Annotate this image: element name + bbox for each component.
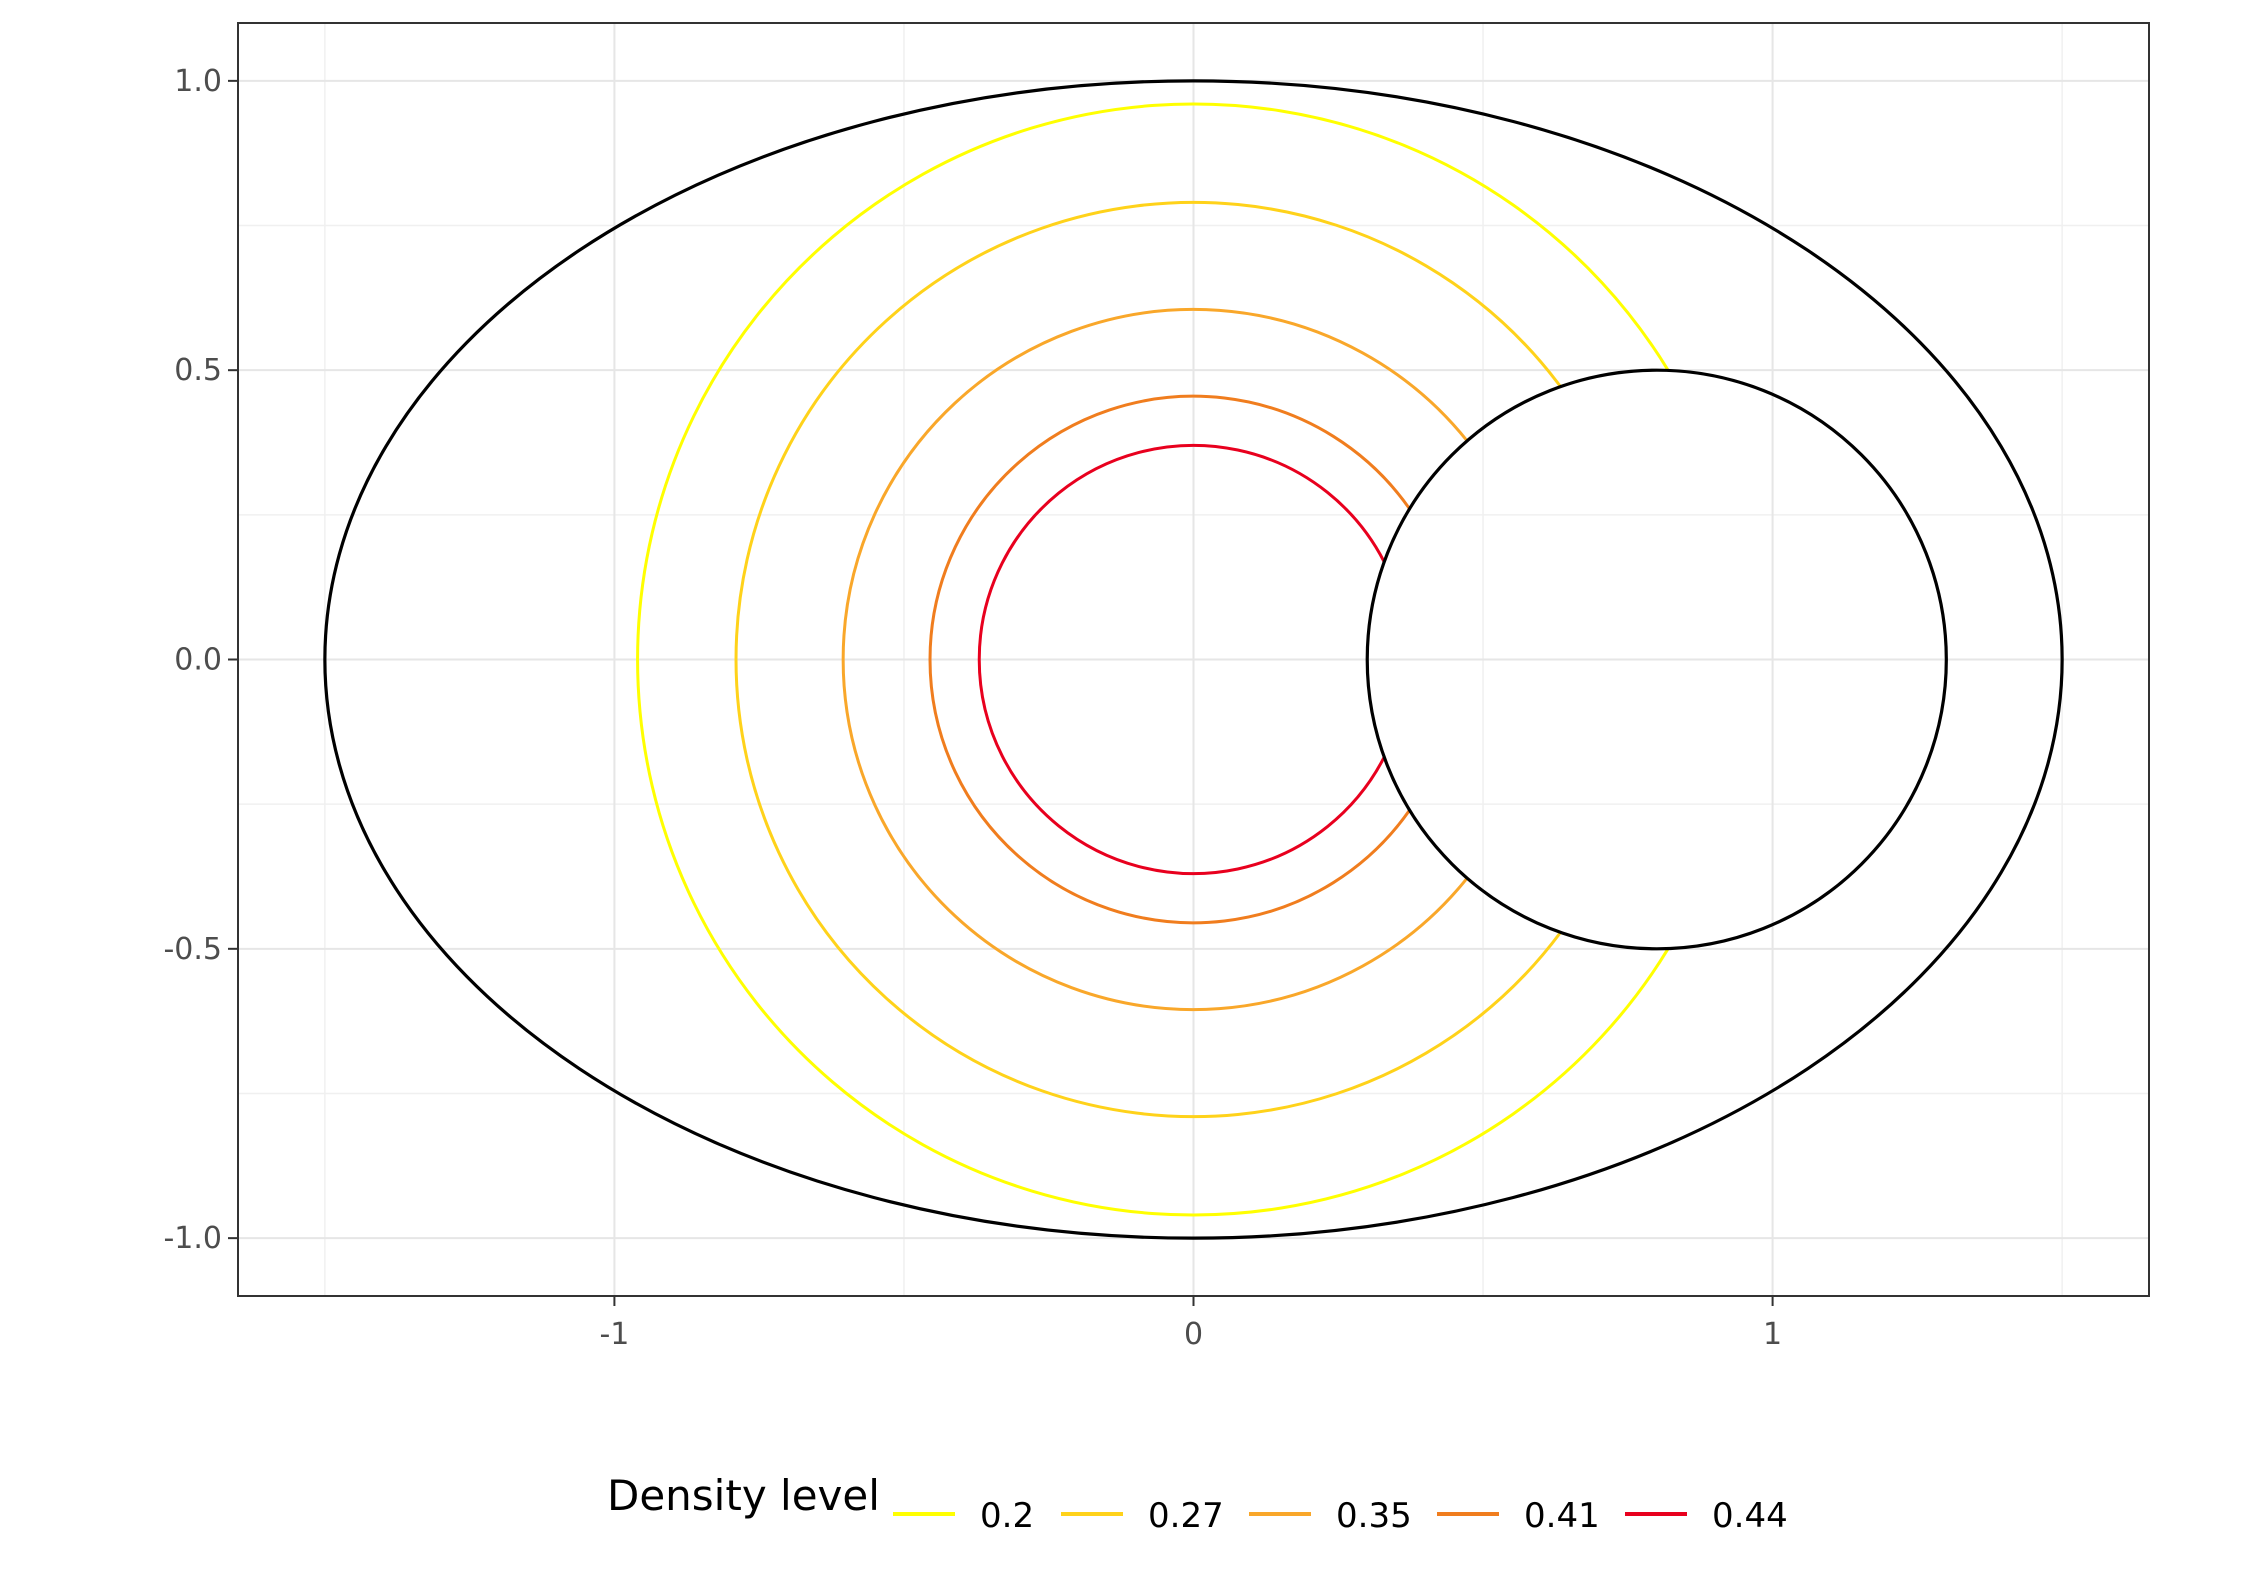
- contour-0.2: [636, 102, 1670, 1217]
- legend-label: 0.44: [1712, 1496, 1788, 1536]
- legend-label: 0.27: [1148, 1496, 1224, 1536]
- contour-0.27: [734, 200, 1562, 1119]
- contour-0.44: [977, 443, 1386, 876]
- contour-lines: [636, 102, 1670, 1217]
- x-tick-label: 1: [1763, 1317, 1782, 1352]
- legend-label: 0.41: [1524, 1496, 1600, 1536]
- y-tick-label: 0.5: [174, 353, 222, 388]
- y-tick-label: 0.0: [174, 643, 222, 678]
- inner-circle: [1365, 368, 1948, 951]
- legend-label: 0.35: [1336, 1496, 1412, 1536]
- y-tick-label: 1.0: [174, 64, 222, 99]
- outer-ellipse: [323, 79, 2064, 1240]
- legend-title: Density level: [607, 1471, 880, 1520]
- contour-0.35: [841, 307, 1469, 1012]
- legend-entries: 0.2 0.27 0.35 0.41 0.44: [893, 1496, 1788, 1536]
- boundary-shapes: [323, 79, 2064, 1240]
- y-tick-label: -1.0: [163, 1221, 222, 1256]
- major-gridlines: [238, 23, 2149, 1296]
- axes: -1 0 1 1.0 0.5 0.0 -0.5 -1.0: [163, 64, 1782, 1352]
- x-tick-label: 0: [1184, 1317, 1203, 1352]
- y-tick-label: -0.5: [163, 932, 222, 967]
- legend-label: 0.2: [980, 1496, 1034, 1536]
- contour-0.41: [928, 394, 1411, 925]
- x-tick-label: -1: [599, 1317, 629, 1352]
- legend: Density level 0.2 0.27 0.35 0.41 0.44: [607, 1471, 1788, 1536]
